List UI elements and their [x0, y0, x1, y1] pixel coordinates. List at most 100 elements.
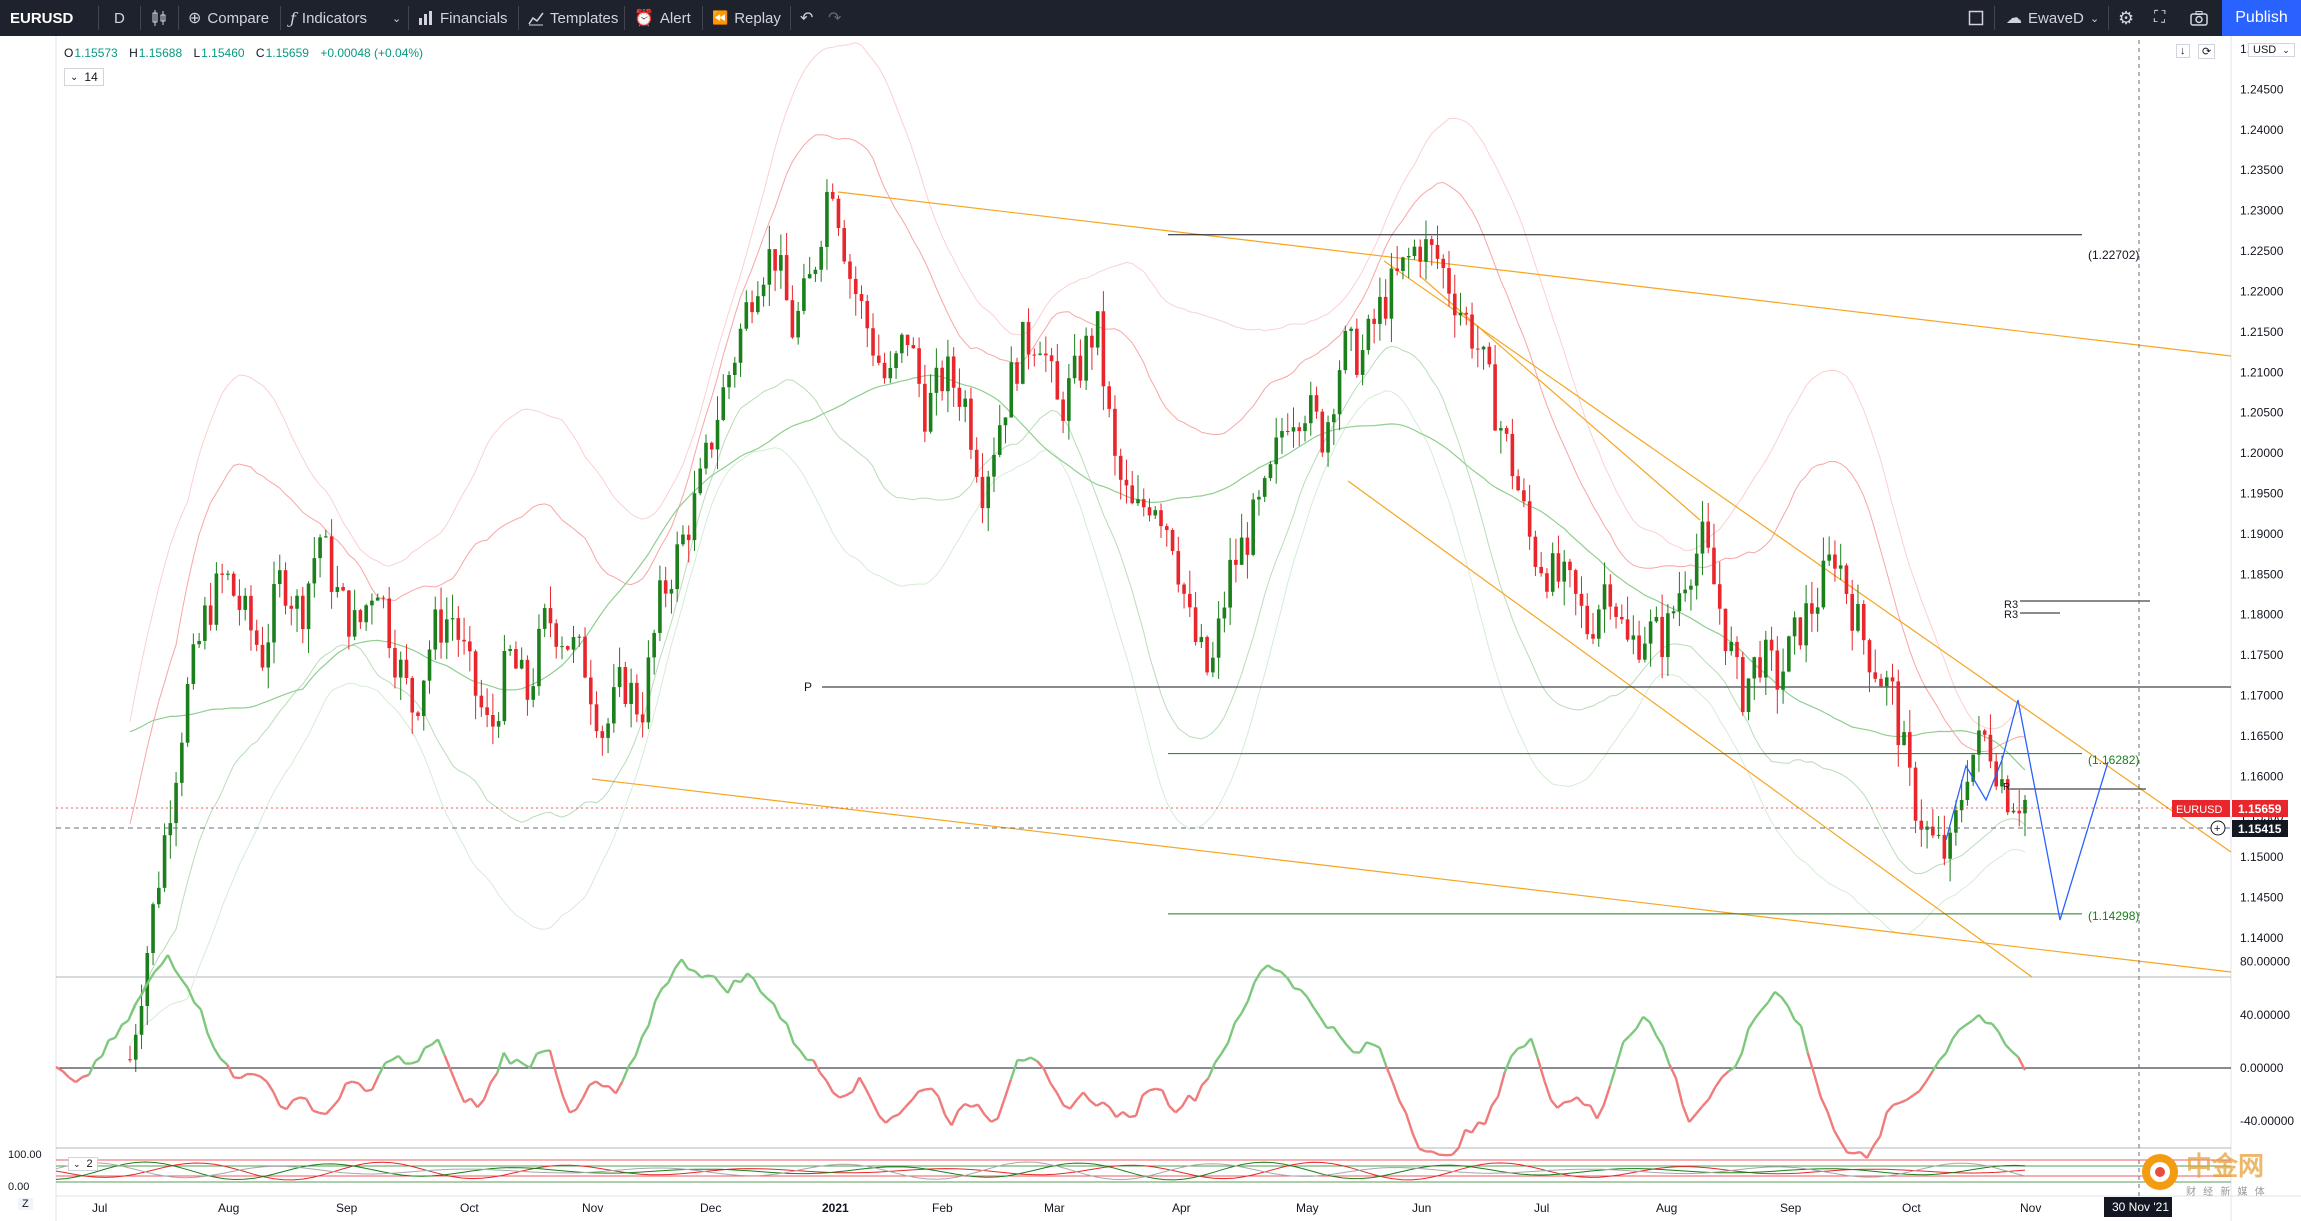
candle-body: [1527, 501, 1532, 537]
add-alert-icon[interactable]: [2210, 820, 2226, 836]
osc-segment: [1760, 1001, 1770, 1011]
templates-icon: [528, 12, 544, 26]
time-tick: Sep: [1780, 1201, 1802, 1215]
chart-canvas[interactable]: 1.250001.245001.240001.235001.230001.225…: [0, 36, 2301, 1221]
indicator-legend-toggle[interactable]: ⌄ 14: [64, 68, 104, 86]
indicators-dropdown[interactable]: ⌄: [392, 0, 401, 36]
layout-toggle-button[interactable]: [1968, 0, 1984, 36]
osc-segment: [1806, 1052, 1816, 1075]
osc-segment: [825, 1080, 835, 1094]
candle-body: [1954, 810, 1958, 833]
timezone-button[interactable]: Z: [18, 1198, 33, 1210]
osc-segment: [1089, 1099, 1098, 1107]
candle-body: [1464, 312, 1469, 315]
osc-segment: [1063, 1104, 1071, 1110]
candle-body: [1769, 639, 1774, 651]
candle-body: [1764, 639, 1768, 678]
watermark-subtext: 财 经 新 媒 体: [2186, 1187, 2267, 1198]
symbol-search-button[interactable]: EURUSD: [10, 0, 73, 36]
layout-menu-button[interactable]: ☁ EwaveD: [2006, 0, 2084, 36]
currency-selector[interactable]: USD ⌄: [2248, 43, 2295, 57]
settings-button[interactable]: ⚙: [2118, 0, 2134, 36]
osc-segment: [1108, 1106, 1118, 1118]
candle-body: [1061, 399, 1065, 421]
chevron-down-icon: ⌄: [2090, 12, 2100, 25]
compare-button[interactable]: ⊕ Compare: [188, 0, 269, 36]
replay-button[interactable]: ⏪ Replay: [712, 0, 781, 36]
price-tick: 1.14500: [2240, 891, 2284, 905]
candle-body: [1504, 428, 1509, 434]
candle-body: [588, 677, 593, 705]
osc-segment: [1009, 1059, 1019, 1081]
candle-body: [249, 595, 253, 631]
osc-segment: [1246, 981, 1256, 1002]
candle-body: [1314, 395, 1319, 412]
fullscreen-button[interactable]: ⛶: [2154, 0, 2165, 36]
sub-indicator-legend-toggle[interactable]: ⌄ 2: [68, 1157, 98, 1171]
candle-body: [2011, 810, 2016, 813]
osc-segment: [1055, 1092, 1065, 1106]
alert-button[interactable]: ⏰ Alert: [634, 0, 691, 36]
scroll-to-realtime-button[interactable]: ↓: [2176, 44, 2190, 58]
osc-segment: [588, 1080, 597, 1087]
candle-body: [254, 630, 259, 645]
candle-body: [1170, 530, 1175, 552]
osc-segment: [166, 954, 176, 970]
candle-body: [1850, 593, 1855, 631]
osc-segment: [1885, 1104, 1895, 1114]
candle-body: [203, 605, 207, 641]
osc-segment: [1694, 1105, 1704, 1116]
osc-segment: [812, 1059, 821, 1074]
snapshot-button[interactable]: [2190, 0, 2208, 36]
osc-segment: [950, 1110, 960, 1126]
oscillator-series: [55, 954, 2231, 1159]
candle-body: [502, 651, 507, 722]
candle-body: [1372, 318, 1376, 324]
candle-body: [398, 659, 403, 678]
osc-segment: [839, 1094, 847, 1099]
osc-segment: [1398, 1100, 1408, 1114]
financials-button[interactable]: Financials: [418, 0, 508, 36]
reset-scale-button[interactable]: ⟳: [2198, 44, 2216, 59]
price-tick: 1.19500: [2240, 487, 2284, 501]
redo-button[interactable]: ↷: [828, 0, 841, 36]
undo-button[interactable]: ↶: [800, 0, 813, 36]
osc-segment: [1233, 1012, 1243, 1024]
time-tick: Sep: [336, 1201, 358, 1215]
candle-body: [1579, 593, 1584, 606]
templates-button[interactable]: Templates: [528, 0, 618, 36]
candle-body: [1873, 672, 1878, 679]
candle-body: [387, 598, 391, 649]
osc-segment: [1306, 996, 1315, 1009]
indicators-button[interactable]: ƒ Indicators: [290, 0, 367, 36]
candle-body: [139, 1005, 144, 1035]
osc-segment: [1912, 1089, 1921, 1097]
interval-button[interactable]: D: [114, 0, 125, 36]
osc-segment: [891, 1113, 900, 1119]
layout-dropdown[interactable]: ⌄: [2090, 0, 2099, 36]
candle-body: [1343, 330, 1348, 371]
osc-segment: [1036, 1060, 1045, 1070]
candle-body: [1418, 246, 1423, 262]
candle-body: [571, 637, 576, 650]
osc-segment: [1069, 1099, 1078, 1110]
time-tick: Oct: [1902, 1201, 1921, 1215]
candle-body: [243, 595, 247, 610]
candle-body: [468, 641, 472, 652]
candle-body: [1412, 246, 1417, 256]
candle-body: [1683, 589, 1687, 594]
osc-segment: [1971, 1013, 1980, 1022]
osc-segment: [100, 1039, 110, 1057]
camera-icon: [2190, 11, 2208, 26]
price-tick: 1.18500: [2240, 567, 2284, 581]
price-tick: 1.20000: [2240, 446, 2284, 460]
osc-segment: [55, 1066, 64, 1073]
chart-type-button[interactable]: [151, 0, 167, 36]
candle-body: [957, 387, 962, 407]
publish-button[interactable]: Publish: [2222, 0, 2301, 36]
candle-body: [1424, 239, 1428, 262]
candle-body: [1435, 244, 1440, 259]
candle-body: [1931, 826, 1935, 836]
osc-segment: [319, 1111, 327, 1116]
trendline: [591, 778, 2232, 973]
